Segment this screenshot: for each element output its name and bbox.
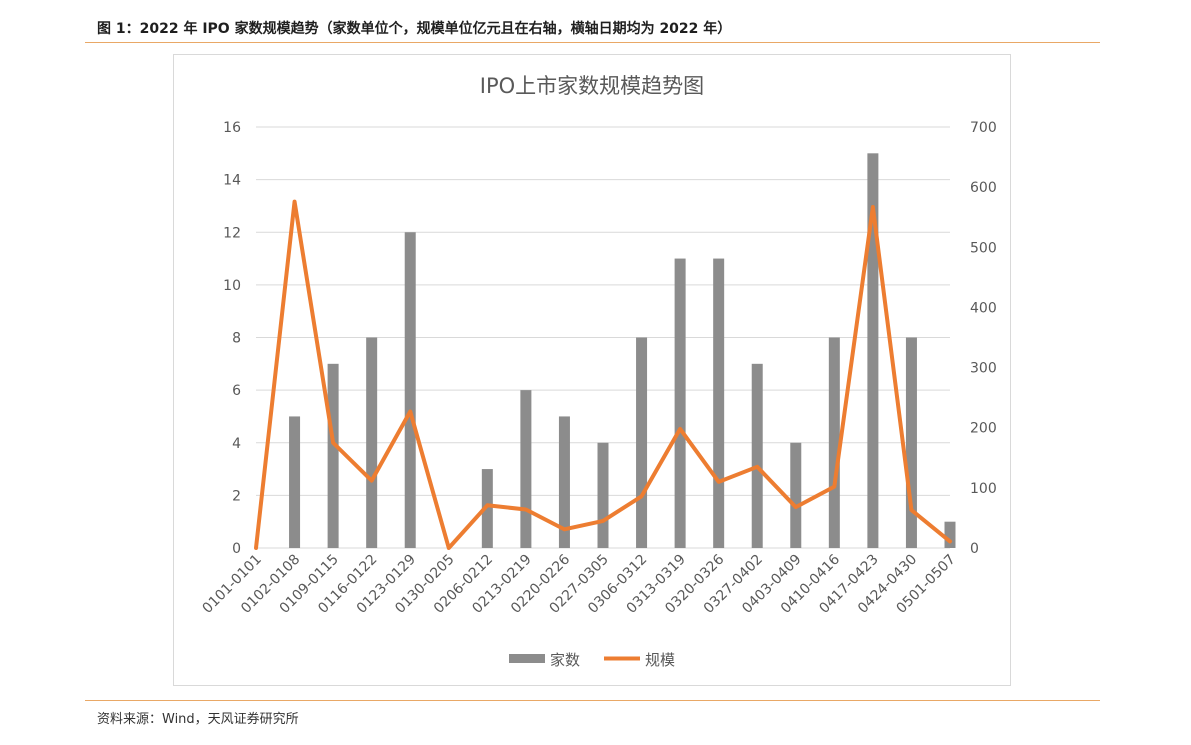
left-axis-tick-label: 4 [232, 436, 241, 452]
left-axis-tick-label: 10 [223, 278, 241, 294]
right-axis-tick-label: 400 [970, 300, 997, 316]
bar-0313-0319 [674, 258, 686, 548]
line-point-0327-0402 [755, 465, 759, 469]
right-axis-tick-label: 300 [970, 361, 997, 377]
left-axis-tick-label: 2 [232, 488, 241, 504]
bar-0123-0129 [404, 232, 416, 548]
line-point-0424-0430 [909, 508, 913, 512]
line-point-0417-0423 [871, 205, 875, 209]
legend-label-guimo: 规模 [645, 651, 675, 669]
bar-0410-0416 [828, 337, 840, 548]
line-point-0410-0416 [832, 485, 836, 489]
line-point-0116-0122 [370, 479, 374, 483]
bar-0327-0402 [751, 363, 763, 548]
bar-0102-0108 [289, 416, 301, 548]
bar-0417-0423 [867, 153, 879, 548]
bar-0320-0326 [713, 258, 725, 548]
line-point-0206-0212 [485, 503, 489, 507]
top-rule [85, 42, 1100, 43]
bar-0109-0115 [327, 363, 339, 548]
right-axis-tick-label: 200 [970, 421, 997, 437]
left-axis-tick-label: 16 [223, 120, 241, 136]
right-axis-tick-label: 0 [970, 541, 979, 557]
bar-0220-0226 [558, 416, 570, 548]
line-point-0109-0115 [331, 441, 335, 445]
left-axis-tick-label: 8 [232, 331, 241, 347]
bar-0403-0409 [790, 442, 802, 548]
bar-series-jiashu [289, 153, 956, 548]
line-series-guimo [254, 199, 952, 550]
bar-0213-0219 [520, 390, 532, 548]
figure-caption: 图 1：2022 年 IPO 家数规模趋势（家数单位个，规模单位亿元且在右轴，横… [97, 21, 732, 37]
right-axis-tick-label: 700 [970, 120, 997, 136]
line-point-0101-0101 [254, 546, 258, 550]
left-axis-tick-label: 12 [223, 225, 241, 241]
line-point-0102-0108 [293, 200, 297, 204]
left-axis-tick-label: 6 [232, 383, 241, 399]
line-point-0403-0409 [794, 505, 798, 509]
line-point-0320-0326 [717, 480, 721, 484]
legend: 家数 规模 [509, 651, 675, 669]
line-point-0220-0226 [562, 527, 566, 531]
bar-0227-0305 [597, 442, 609, 548]
right-axis-tick-label: 100 [970, 481, 997, 497]
bar-0306-0312 [636, 337, 648, 548]
line-point-0313-0319 [678, 427, 682, 431]
line-point-0227-0305 [601, 519, 605, 523]
line-point-0306-0312 [640, 494, 644, 498]
bar-0116-0122 [366, 337, 378, 548]
right-axis-tick-label: 500 [970, 240, 997, 256]
bar-0424-0430 [905, 337, 917, 548]
chart-title: IPO上市家数规模趋势图 [480, 74, 704, 98]
line-point-0213-0219 [524, 508, 528, 512]
right-axis-tick-label: 600 [970, 180, 997, 196]
legend-label-jiashu: 家数 [550, 651, 580, 669]
bar-0501-0507 [944, 521, 956, 548]
line-point-0130-0205 [447, 546, 451, 550]
source-note: 资料来源：Wind，天风证券研究所 [97, 712, 299, 727]
bar-0206-0212 [481, 469, 493, 548]
bottom-rule [85, 700, 1100, 701]
left-axis-tick-label: 0 [232, 541, 241, 557]
legend-swatch-jiashu [509, 654, 545, 663]
line-point-0123-0129 [408, 409, 412, 413]
left-axis-tick-label: 14 [223, 173, 241, 189]
line-point-0501-0507 [948, 539, 952, 543]
